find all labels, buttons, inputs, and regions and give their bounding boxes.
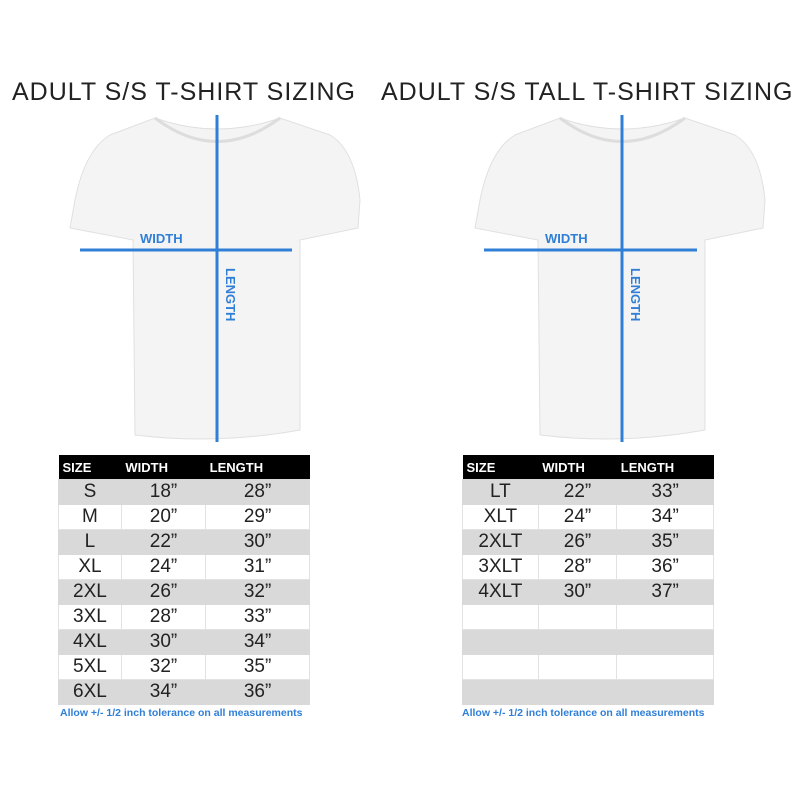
table-cell xyxy=(462,629,539,655)
table-row: M 20” 29” xyxy=(58,504,310,530)
table-row: 5XL 32” 35” xyxy=(58,654,310,680)
table-cell xyxy=(616,629,714,655)
column-header: LENGTH xyxy=(616,455,714,480)
table-cell: LT xyxy=(462,479,539,505)
tolerance-note-right: Allow +/- 1/2 inch tolerance on all meas… xyxy=(462,707,705,719)
table-cell: 28” xyxy=(205,479,310,505)
table-row xyxy=(462,679,714,705)
table-row xyxy=(462,629,714,655)
table-cell: 33” xyxy=(616,479,714,505)
table-row: 2XLT 26” 35” xyxy=(462,529,714,555)
table-row: L 22” 30” xyxy=(58,529,310,555)
table-cell xyxy=(616,679,714,705)
table-cell: 33” xyxy=(205,604,310,630)
column-header: SIZE xyxy=(462,455,539,480)
table-cell: 35” xyxy=(205,654,310,680)
table-cell xyxy=(462,654,539,680)
column-header: LENGTH xyxy=(205,455,310,480)
table-row: 3XL 28” 33” xyxy=(58,604,310,630)
column-header: WIDTH xyxy=(121,455,206,480)
table-cell: 31” xyxy=(205,554,310,580)
tshirt-diagram-right: WIDTH LENGTH xyxy=(474,115,766,442)
table-cell: 24” xyxy=(120,554,207,580)
table-cell: 36” xyxy=(205,679,310,705)
table-cell: 18” xyxy=(120,479,207,505)
table-header: SIZE WIDTH LENGTH xyxy=(58,455,310,480)
table-row: 4XLT 30” 37” xyxy=(462,579,714,605)
table-cell: 26” xyxy=(120,579,207,605)
table-cell: S xyxy=(58,479,122,505)
column-header: WIDTH xyxy=(538,455,617,480)
table-cell: 22” xyxy=(537,479,618,505)
table-cell xyxy=(462,679,539,705)
column-header: SIZE xyxy=(58,455,122,480)
length-label: LENGTH xyxy=(223,268,238,321)
table-cell: 34” xyxy=(616,504,714,530)
table-row: XL 24” 31” xyxy=(58,554,310,580)
length-label: LENGTH xyxy=(628,268,643,321)
size-table-left: SIZE WIDTH LENGTH S 18” 28” M 20” 29” L 22” 30” XL 24… xyxy=(58,455,310,705)
table-cell: 4XL xyxy=(58,629,122,655)
table-row xyxy=(462,604,714,630)
table-cell: 35” xyxy=(616,529,714,555)
table-row: 2XL 26” 32” xyxy=(58,579,310,605)
table-cell: 30” xyxy=(120,629,207,655)
table-cell xyxy=(537,679,618,705)
table-cell: 3XLT xyxy=(462,554,539,580)
table-cell: 30” xyxy=(537,579,618,605)
table-cell: 34” xyxy=(205,629,310,655)
table-cell: 28” xyxy=(120,604,207,630)
table-row: 6XL 34” 36” xyxy=(58,679,310,705)
table-cell: L xyxy=(58,529,122,555)
table-cell xyxy=(616,654,714,680)
table-cell: 29” xyxy=(205,504,310,530)
table-row: LT 22” 33” xyxy=(462,479,714,505)
table-cell xyxy=(537,629,618,655)
table-row: 3XLT 28” 36” xyxy=(462,554,714,580)
table-cell xyxy=(537,604,618,630)
table-cell: 30” xyxy=(205,529,310,555)
table-cell: 6XL xyxy=(58,679,122,705)
table-cell: 4XLT xyxy=(462,579,539,605)
table-cell: 32” xyxy=(120,654,207,680)
table-cell xyxy=(616,604,714,630)
table-cell: 34” xyxy=(120,679,207,705)
table-row: S 18” 28” xyxy=(58,479,310,505)
table-cell: 5XL xyxy=(58,654,122,680)
table-row: XLT 24” 34” xyxy=(462,504,714,530)
table-header: SIZE WIDTH LENGTH xyxy=(462,455,714,480)
table-cell: M xyxy=(58,504,122,530)
table-cell: 28” xyxy=(537,554,618,580)
table-cell: 26” xyxy=(537,529,618,555)
table-cell: 3XL xyxy=(58,604,122,630)
right-title: ADULT S/S TALL T-SHIRT SIZING xyxy=(381,78,794,106)
left-title: ADULT S/S T-SHIRT SIZING xyxy=(12,78,356,106)
table-cell: 37” xyxy=(616,579,714,605)
table-cell: 24” xyxy=(537,504,618,530)
tolerance-note-left: Allow +/- 1/2 inch tolerance on all meas… xyxy=(60,707,303,719)
table-cell: 2XL xyxy=(58,579,122,605)
table-cell: XL xyxy=(58,554,122,580)
table-row xyxy=(462,654,714,680)
table-cell: XLT xyxy=(462,504,539,530)
table-cell xyxy=(537,654,618,680)
size-table-right: SIZE WIDTH LENGTH LT 22” 33” XLT 24” 34” 2XLT 26” 3… xyxy=(462,455,714,705)
table-cell: 20” xyxy=(120,504,207,530)
table-cell: 2XLT xyxy=(462,529,539,555)
width-label: WIDTH xyxy=(545,231,588,246)
width-label: WIDTH xyxy=(140,231,183,246)
tshirt-diagram-left: WIDTH LENGTH xyxy=(69,115,361,442)
table-cell: 22” xyxy=(120,529,207,555)
table-cell: 32” xyxy=(205,579,310,605)
table-cell: 36” xyxy=(616,554,714,580)
table-cell xyxy=(462,604,539,630)
table-row: 4XL 30” 34” xyxy=(58,629,310,655)
